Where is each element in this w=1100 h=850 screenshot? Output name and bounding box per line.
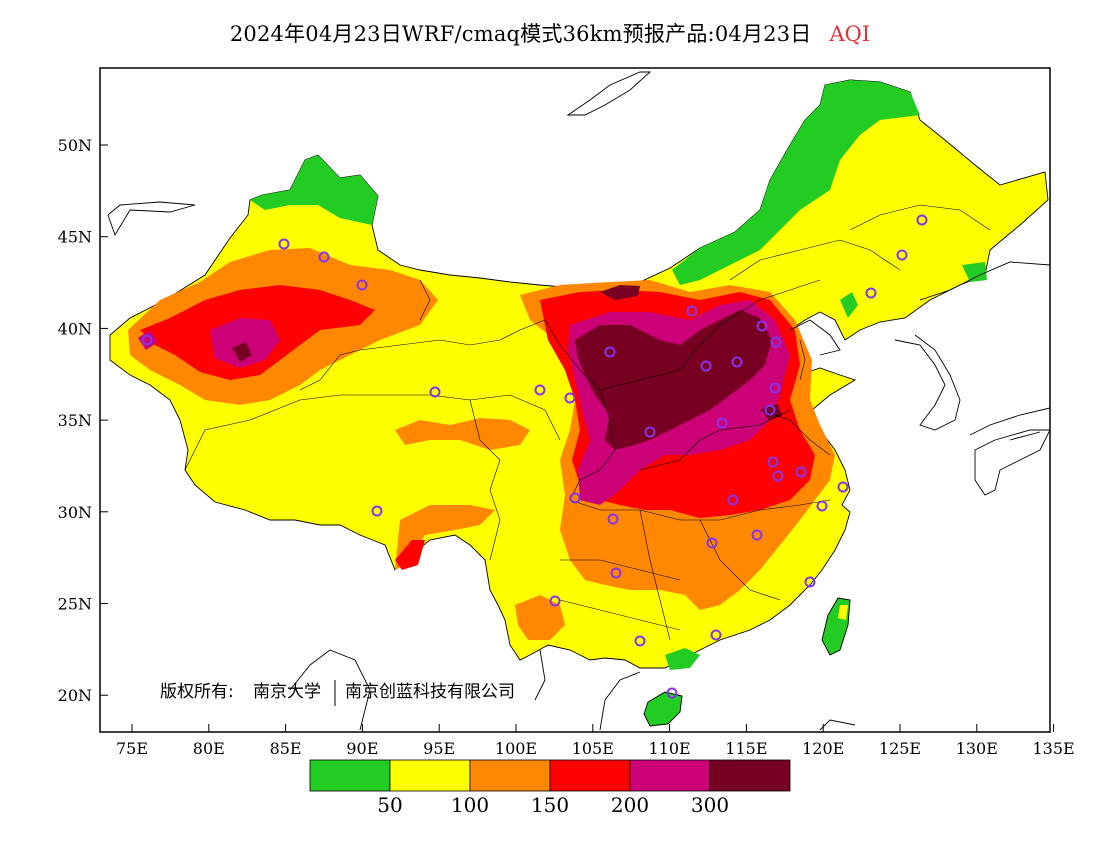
colorbar-swatch [389,759,471,792]
site-marker [710,629,722,641]
title-product: 2024年04月23日WRF/cmaq模式36km预报产品:04月23日 [229,22,812,46]
map-area [107,71,1050,731]
lon-tick-label: 105E [572,739,614,758]
lon-tick-label: 120E [802,739,844,758]
colorbar-swatch [309,759,391,792]
site-marker [356,279,368,291]
lat-tick-label: 50N [58,136,92,155]
green-xinjiang-north [250,155,378,225]
site-marker [770,336,782,348]
site-marker [700,360,712,372]
lon-tick-label: 125E [879,739,921,758]
province-borders [184,204,991,641]
site-marker [604,346,616,358]
magenta-xinjiang-west [138,330,158,350]
site-marker [666,687,678,699]
site-marker [371,505,383,517]
colorbar-swatch [709,759,791,792]
colorbar-label: 50 [377,793,402,817]
site-marker [837,481,849,493]
site-marker [772,470,784,482]
lon-tick-label: 110E [648,739,690,758]
orange-yunnan [515,595,565,640]
green-coast-small [840,292,858,318]
site-marker [764,404,776,416]
lat-tick-label: 25N [58,595,92,614]
orange-tibet-south [395,505,495,570]
lon-tick-label: 90E [346,739,378,758]
colorbar-swatch [469,759,551,792]
latitude-axis: 50N 45N 40N 35N 30N 25N 20N [58,136,108,705]
colorbar-label: 100 [451,793,489,817]
site-marker [767,456,779,468]
map-frame [99,67,1051,733]
site-marker [751,529,763,541]
lon-tick-label: 130E [956,739,998,758]
site-marker [816,500,828,512]
lat-tick-label: 30N [58,503,92,522]
colorbar-label: 300 [691,793,729,817]
site-marker [564,392,576,404]
site-marker [549,595,561,607]
site-marker [916,214,928,226]
lon-tick-label: 95E [423,739,455,758]
site-marker [716,417,728,429]
site-marker [706,537,718,549]
site-marker [141,334,153,346]
site-marker [804,576,816,588]
site-marker [569,492,581,504]
title-variable: AQI [829,22,871,46]
site-marker [727,494,739,506]
map-title: 2024年04月23日WRF/cmaq模式36km预报产品:04月23日 AQI [0,18,1100,48]
orange-tibet-band [395,418,530,450]
site-marker [278,238,290,250]
lat-tick-label: 35N [58,411,92,430]
lon-tick-label: 100E [495,739,537,758]
monitoring-sites [141,214,928,699]
colorbar: 50 100 150 200 300 [309,759,791,817]
colorbar-label: 200 [611,793,649,817]
red-south-tip [395,540,425,570]
site-marker [429,386,441,398]
lon-tick-label: 80E [193,739,225,758]
maroon-central [575,310,772,450]
green-guangdong [665,648,700,670]
hainan-island [643,691,683,727]
copyright-owner-label: 版权所有: [160,682,234,702]
lon-tick-label: 135E [1032,739,1074,758]
lon-tick-label: 115E [725,739,767,758]
lon-tick-label: 85E [270,739,302,758]
copyright-org2: 南京创蓝科技有限公司 [345,682,515,702]
foreign-coastlines [107,71,1050,731]
site-marker [634,635,646,647]
maroon-north [600,285,640,300]
maroon-xinjiang [232,342,252,362]
site-marker [534,384,546,396]
copyright-org1: 南京大学 [253,682,321,702]
maroon-east-spot [762,404,782,420]
site-marker [607,513,619,525]
colorbar-swatch [549,759,631,792]
site-marker [318,251,330,263]
site-marker [756,320,768,332]
colorbar-swatch [629,759,711,792]
lat-tick-label: 40N [58,319,92,338]
site-marker [610,567,622,579]
site-marker [795,466,807,478]
taiwan-yellow [838,605,848,620]
site-marker [686,305,698,317]
site-marker [644,426,656,438]
site-marker [731,356,743,368]
lat-tick-label: 45N [58,228,92,247]
site-marker [769,382,781,394]
lat-tick-label: 20N [58,686,92,705]
green-northeast [672,80,920,285]
site-marker [896,249,908,261]
site-marker [865,287,877,299]
lon-tick-label: 75E [116,739,148,758]
green-ne-small [962,262,987,282]
colorbar-label: 150 [531,793,569,817]
longitude-axis: 75E 80E 85E 90E 95E 100E 105E 110E 115E 120E 125E 1… [116,724,1075,758]
